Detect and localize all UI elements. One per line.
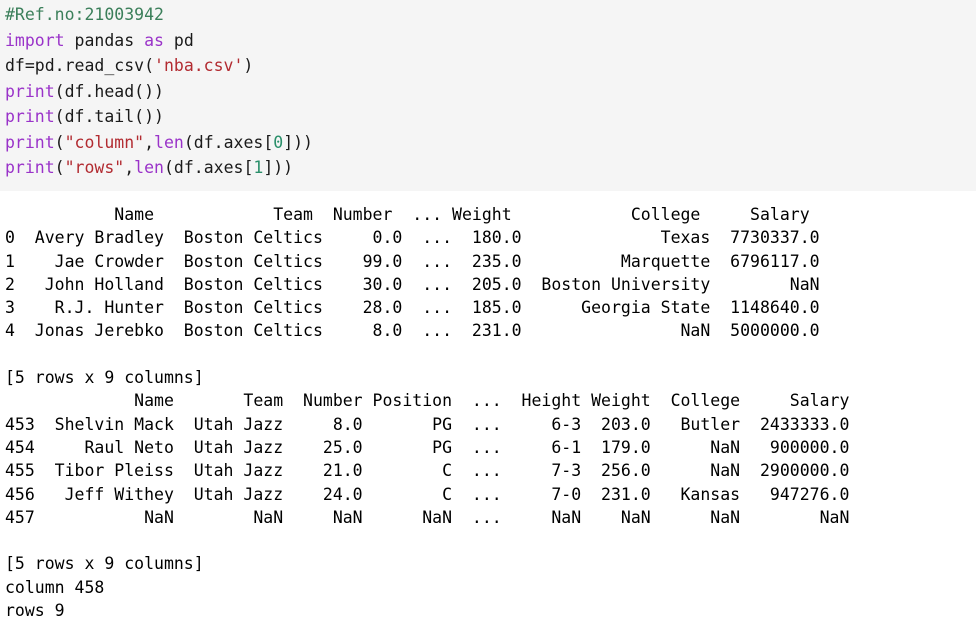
output-line — [0, 529, 976, 552]
code-token-builtin: print — [5, 81, 55, 101]
code-token-plain: ( — [54, 132, 65, 152]
code-line: import pandas as pd — [0, 28, 976, 54]
code-token-number: 0 — [273, 132, 284, 152]
code-line: print("rows",len(df.axes[1])) — [0, 155, 976, 181]
code-token-plain: (df.axes[ — [163, 158, 254, 177]
cell-output: Name Team Number ... Weight College Sala… — [0, 203, 976, 634]
code-token-plain: pandas — [64, 30, 145, 50]
output-line: 3 R.J. Hunter Boston Celtics 28.0 ... 18… — [5, 298, 820, 318]
code-token-builtin: print — [5, 132, 55, 152]
code-token-builtin: print — [5, 107, 55, 126]
output-line: 1 Jae Crowder Boston Celtics 99.0 ... 23… — [5, 251, 820, 271]
output-line: 456 Jeff Withey Utah Jazz 24.0 C ... 7-0… — [5, 484, 850, 504]
output-line: [5 rows x 9 columns] — [5, 368, 204, 388]
code-token-builtin: len — [134, 158, 164, 177]
output-line: rows 9 — [5, 601, 65, 621]
output-line: Name Team Number ... Weight College Sala… — [5, 205, 810, 224]
output-line: 0 Avery Bradley Boston Celtics 0.0 ... 1… — [5, 228, 820, 248]
code-line: #Ref.no:21003942 — [0, 2, 976, 28]
code-token-comment: #Ref.no:21003942 — [5, 5, 164, 24]
output-line: Name Team Number Position ... Height Wei… — [5, 391, 850, 411]
code-token-string: 'nba.csv' — [154, 56, 244, 75]
code-token-plain: (df.head()) — [54, 81, 164, 101]
code-token-plain: , — [144, 132, 155, 152]
code-line: print(df.head()) — [0, 79, 976, 105]
code-token-builtin: len — [154, 132, 184, 152]
code-token-string: "column" — [64, 132, 145, 152]
code-line: print("column",len(df.axes[0])) — [0, 130, 976, 156]
code-token-plain: , — [124, 158, 135, 177]
code-token-plain: ])) — [283, 132, 313, 152]
output-line: 455 Tibor Pleiss Utah Jazz 21.0 C ... 7-… — [5, 461, 850, 481]
code-token-plain: (df.tail()) — [54, 107, 164, 126]
code-cell-input[interactable]: #Ref.no:21003942 import pandas as pd df=pd… — [0, 0, 976, 191]
output-line: 4 Jonas Jerebko Boston Celtics 8.0 ... 2… — [5, 321, 820, 341]
output-line: 454 Raul Neto Utah Jazz 25.0 PG ... 6-1 … — [5, 437, 850, 457]
code-token-string: "rows" — [64, 158, 125, 177]
code-line: print(df.tail()) — [0, 104, 976, 130]
code-line: df=pd.read_csv('nba.csv') — [0, 53, 976, 79]
code-token-plain: ( — [54, 158, 65, 177]
code-token-plain: df=pd.read_csv( — [5, 56, 155, 75]
code-token-plain: pd — [163, 30, 194, 50]
code-token-builtin: print — [5, 158, 55, 177]
code-token-keyword: import — [5, 30, 65, 50]
code-token-plain: (df.axes[ — [183, 132, 274, 152]
output-line: [5 rows x 9 columns] — [5, 554, 204, 574]
code-token-plain: ])) — [263, 158, 294, 177]
output-line: 457 NaN NaN NaN NaN ... NaN NaN NaN NaN — [5, 507, 850, 527]
output-line: column 458 — [5, 577, 105, 597]
code-token-keyword: as — [144, 30, 164, 50]
output-line — [0, 343, 976, 366]
code-token-number: 1 — [253, 158, 264, 177]
output-line: 453 Shelvin Mack Utah Jazz 8.0 PG ... 6-… — [5, 414, 850, 434]
output-line: 2 John Holland Boston Celtics 30.0 ... 2… — [5, 274, 820, 294]
code-token-plain: ) — [243, 56, 254, 75]
